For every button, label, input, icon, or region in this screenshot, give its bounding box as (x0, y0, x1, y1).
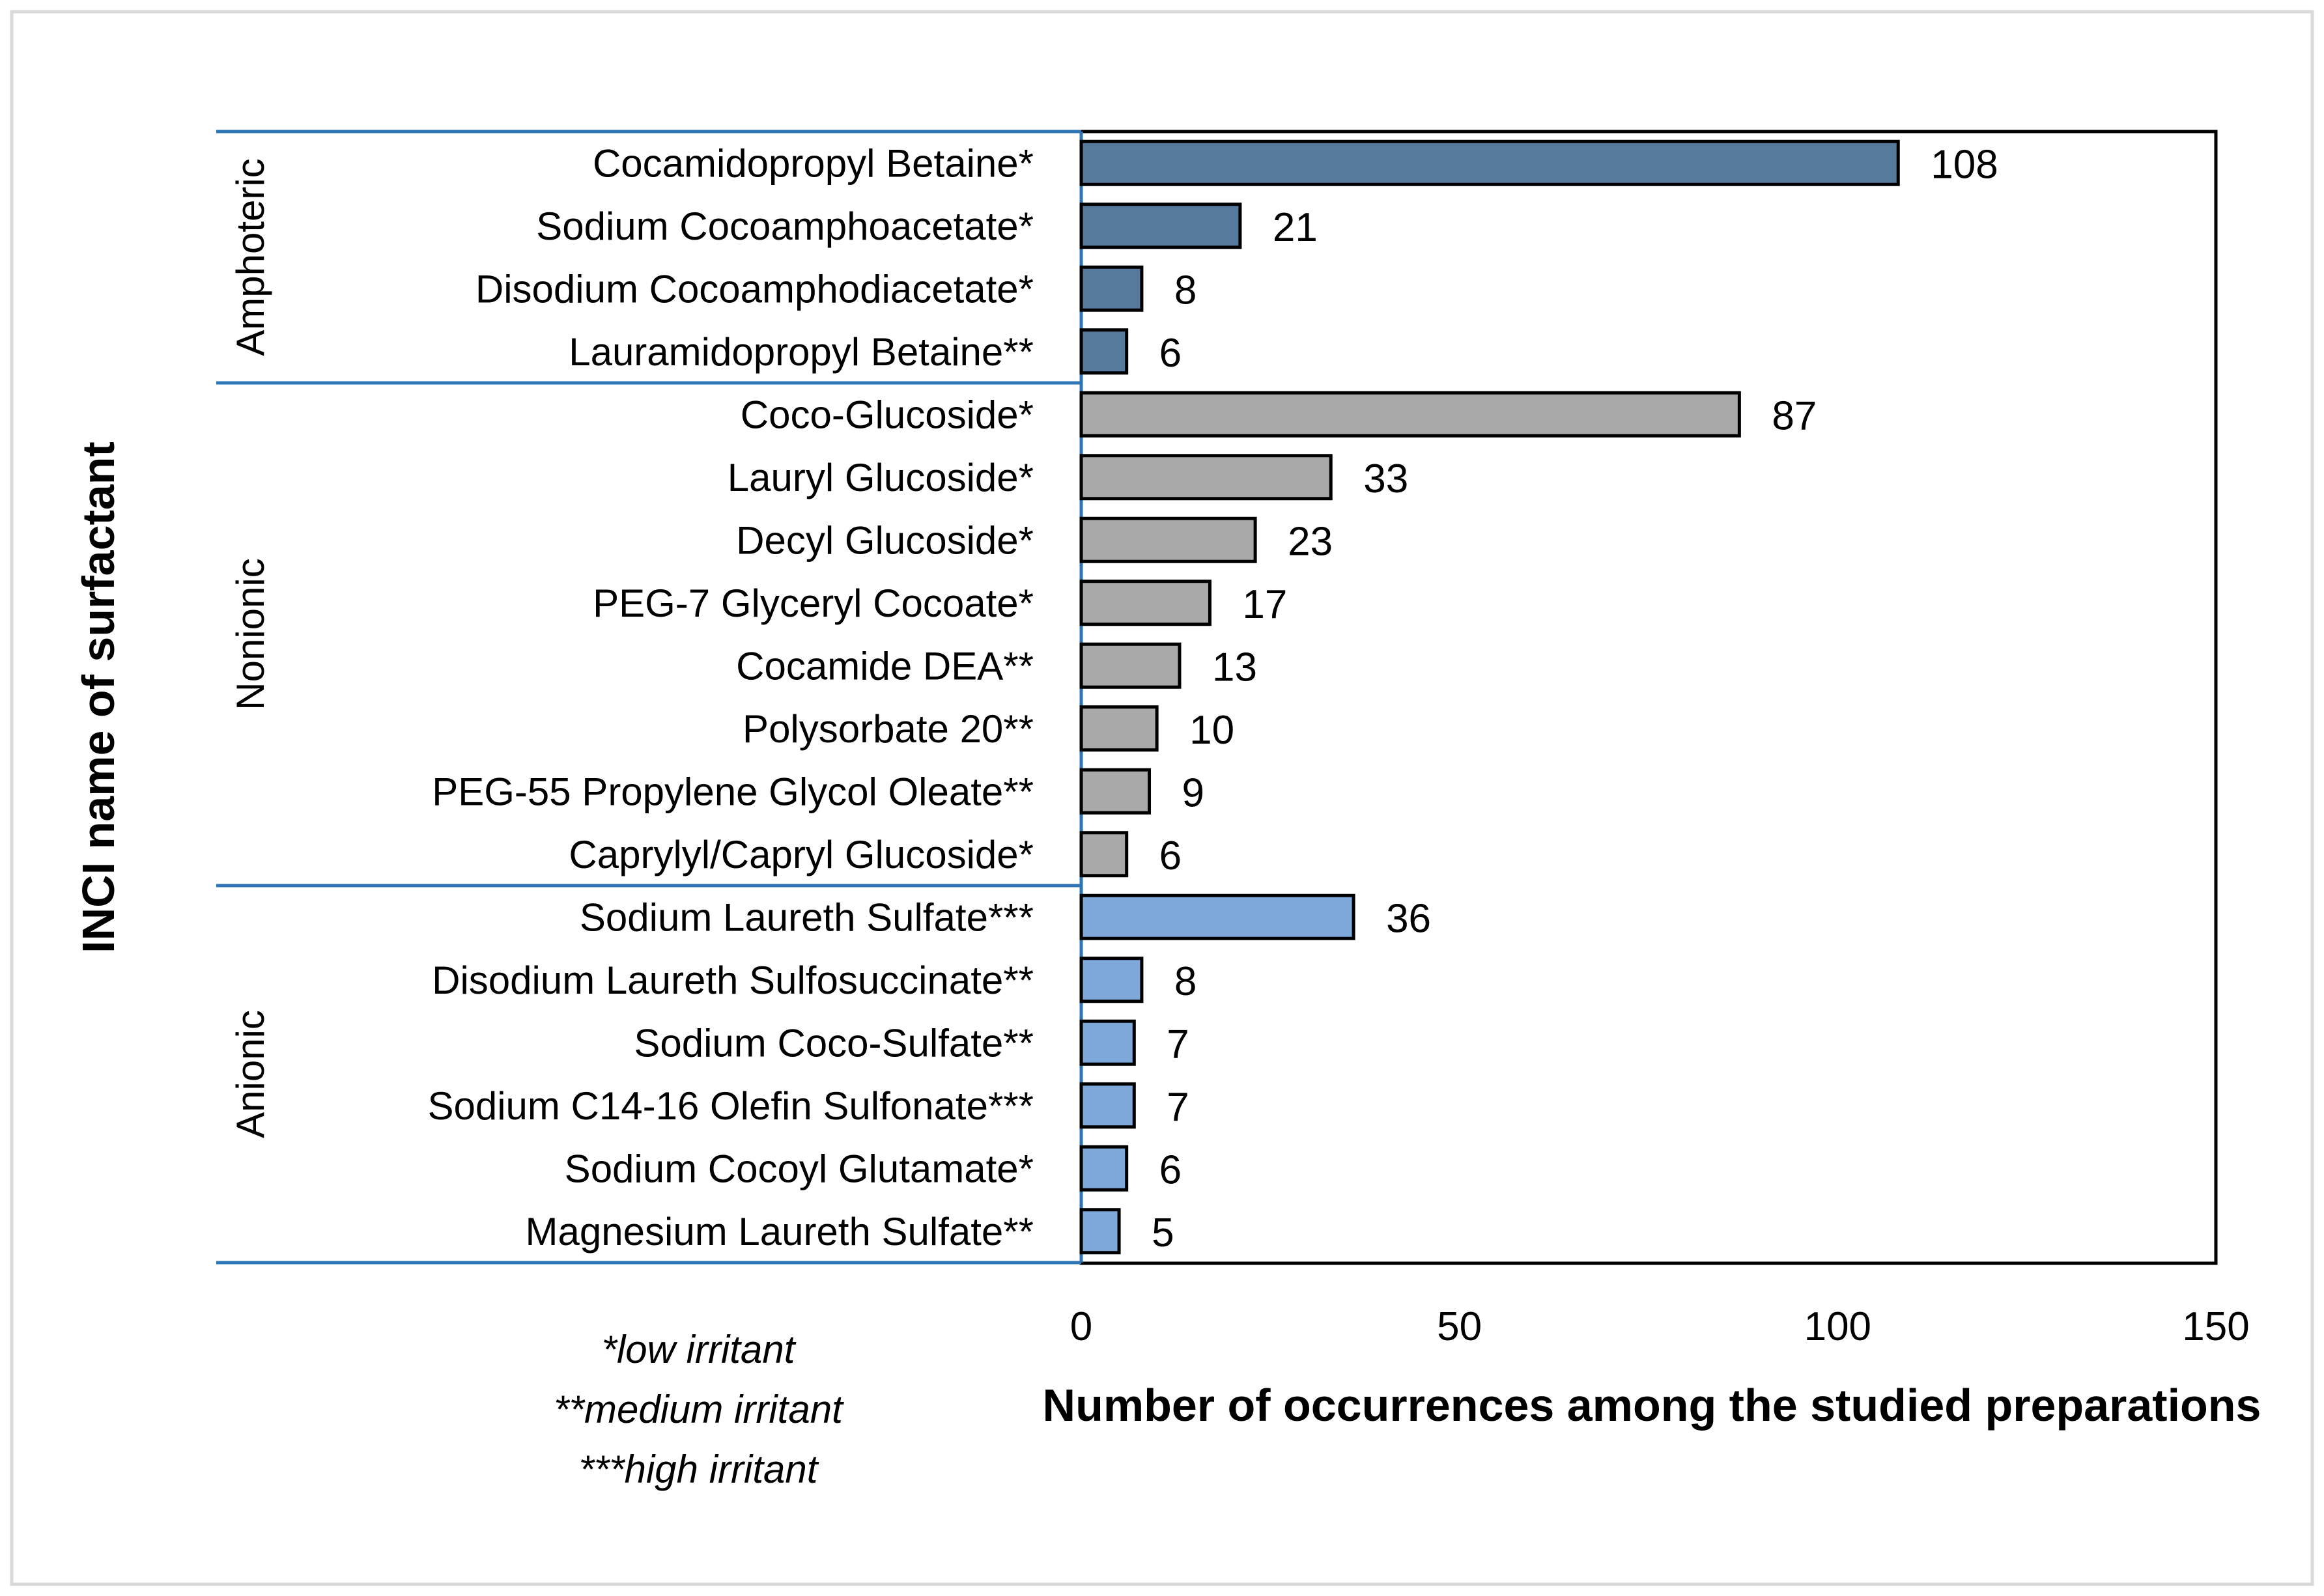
data-label: 6 (1159, 1147, 1182, 1192)
category-label: Disodium Laureth Sulfosuccinate** (432, 959, 1034, 1002)
data-label: 87 (1772, 393, 1817, 438)
bar (1079, 1019, 1136, 1066)
y-axis-title: INCI name of surfactant (73, 441, 124, 953)
category-label: PEG-7 Glyceryl Cocoate* (593, 581, 1034, 625)
category-label: Sodium Cocoamphoacetate* (536, 204, 1034, 248)
data-label: 8 (1174, 959, 1197, 1004)
category-label: Caprylyl/Capryl Glucoside* (569, 833, 1034, 876)
category-label: Cocamide DEA** (736, 644, 1034, 688)
category-label: Lauramidopropyl Betaine** (569, 330, 1034, 374)
x-tick-label: 150 (2182, 1304, 2249, 1349)
bar (1079, 139, 1900, 186)
data-label: 9 (1182, 770, 1204, 815)
bar (1079, 1145, 1129, 1192)
x-tick-label: 100 (1804, 1304, 1871, 1349)
bar (1079, 893, 1355, 940)
category-label: Decyl Glucoside* (736, 518, 1034, 562)
data-label: 6 (1159, 331, 1182, 376)
bar (1079, 265, 1144, 312)
x-tick-labels: 0 50 100 150 (1070, 1304, 2250, 1349)
data-label: 7 (1167, 1022, 1189, 1067)
data-label: 13 (1212, 645, 1257, 690)
x-axis-title: Number of occurrences among the studied … (1043, 1380, 2261, 1431)
bar (1079, 328, 1129, 375)
data-label: 10 (1189, 708, 1234, 753)
group-label: Amphoteric (229, 158, 272, 356)
data-label: 17 (1242, 582, 1287, 627)
bar (1079, 642, 1182, 689)
x-tick-label: 50 (1437, 1304, 1482, 1349)
bar (1079, 831, 1129, 878)
group-label: Nonionic (229, 558, 272, 710)
category-label: Sodium C14-16 Olefin Sulfonate*** (427, 1084, 1034, 1128)
data-label: 5 (1152, 1211, 1174, 1255)
figure-frame (10, 10, 2314, 1586)
category-label: Coco-Glucoside* (741, 393, 1034, 436)
x-tick-label: 0 (1070, 1304, 1092, 1349)
data-label: 108 (1931, 142, 1998, 187)
bar (1079, 203, 1242, 249)
bar (1079, 1082, 1136, 1129)
category-label: Sodium Coco-Sulfate** (634, 1021, 1034, 1065)
data-label: 33 (1363, 456, 1408, 501)
bar (1079, 454, 1333, 501)
category-label: Sodium Cocoyl Glutamate* (565, 1147, 1034, 1190)
bars (1079, 139, 1900, 1255)
category-labels: Cocamidopropyl Betaine* Sodium Cocoamphoa… (427, 141, 1034, 1253)
category-label: Polysorbate 20** (743, 707, 1034, 751)
category-label: Magnesium Laureth Sulfate** (526, 1210, 1034, 1253)
group-label: Anionic (229, 1010, 272, 1138)
note-medium-irritant: **medium irritant (554, 1388, 844, 1431)
group-separators (216, 130, 1083, 1265)
bar (1079, 705, 1159, 752)
data-label: 23 (1288, 519, 1333, 564)
note-low-irritant: *low irritant (602, 1328, 797, 1371)
category-label: Disodium Cocoamphodiacetate* (475, 267, 1034, 311)
bar (1079, 957, 1144, 1003)
data-label: 21 (1273, 205, 1318, 250)
bar (1079, 580, 1212, 626)
bar (1079, 1208, 1121, 1255)
group-labels: Amphoteric Nonionic Anionic (229, 158, 272, 1138)
note-high-irritant: ***high irritant (579, 1448, 819, 1491)
category-label: Sodium Laureth Sulfate*** (580, 895, 1034, 939)
category-label: PEG-55 Propylene Glycol Oleate** (432, 770, 1034, 813)
category-label: Cocamidopropyl Betaine* (593, 141, 1034, 185)
bar (1079, 516, 1257, 563)
data-label: 8 (1174, 268, 1197, 313)
bar (1079, 768, 1152, 815)
data-label: 7 (1167, 1085, 1189, 1130)
category-label: Lauryl Glucoside* (728, 456, 1034, 499)
bar (1079, 391, 1741, 438)
data-label: 36 (1386, 896, 1431, 941)
data-label: 6 (1159, 833, 1182, 878)
